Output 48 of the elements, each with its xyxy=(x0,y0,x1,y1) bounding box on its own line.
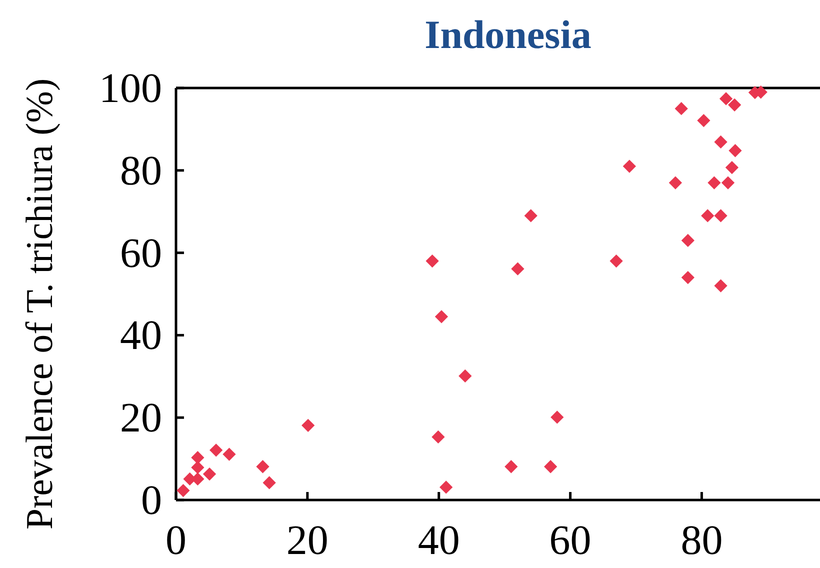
point xyxy=(674,102,688,116)
point xyxy=(668,176,682,190)
y-axis-title: Prevalence of T. trichiura (%) xyxy=(19,78,61,530)
x-tick-label: 80 xyxy=(680,518,723,564)
x-tick-label: 60 xyxy=(549,518,592,564)
point xyxy=(714,209,728,222)
x-tick-label: 40 xyxy=(418,518,460,564)
point xyxy=(681,270,694,284)
point xyxy=(426,254,439,268)
y-tick-label: 40 xyxy=(120,313,162,360)
point xyxy=(725,160,739,174)
point xyxy=(202,467,216,481)
point xyxy=(210,444,223,457)
y-tick-label: 20 xyxy=(120,396,162,442)
point xyxy=(714,279,728,292)
point xyxy=(701,209,714,222)
point xyxy=(714,135,728,149)
point xyxy=(256,460,270,474)
point xyxy=(176,484,190,498)
point xyxy=(721,176,735,190)
point xyxy=(708,176,721,190)
point xyxy=(719,92,733,106)
x-tick-label: 20 xyxy=(286,518,328,564)
point xyxy=(610,254,623,268)
point xyxy=(728,98,742,112)
point xyxy=(544,460,558,474)
point xyxy=(262,476,276,490)
point xyxy=(681,234,694,248)
point xyxy=(191,450,204,464)
point xyxy=(432,430,445,444)
point xyxy=(302,418,315,432)
point xyxy=(524,209,538,222)
y-tick-label: 60 xyxy=(120,230,162,277)
point xyxy=(511,262,524,276)
point xyxy=(697,114,710,128)
point xyxy=(458,369,472,383)
chart-title: Indonesia xyxy=(424,12,592,57)
point xyxy=(504,460,518,474)
point xyxy=(222,448,236,461)
point xyxy=(622,160,636,173)
y-tick-label: 0 xyxy=(141,478,162,524)
point xyxy=(550,410,564,424)
y-tick-label: 100 xyxy=(99,66,162,112)
point xyxy=(434,310,448,324)
point xyxy=(191,460,204,474)
point xyxy=(440,480,453,494)
y-tick-label: 80 xyxy=(120,148,162,194)
point xyxy=(728,144,742,158)
